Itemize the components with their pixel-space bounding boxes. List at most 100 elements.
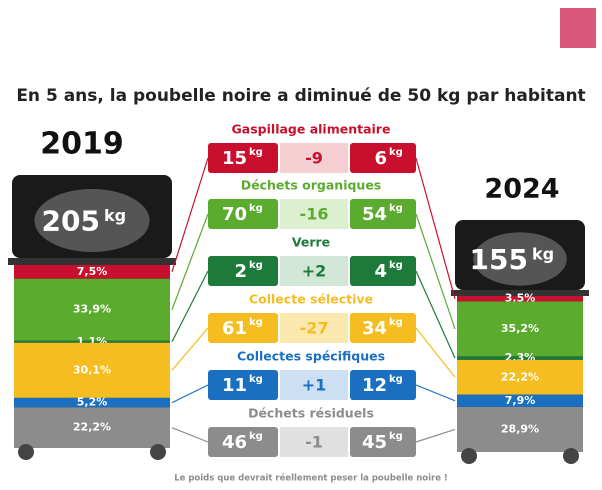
bin-segment: [457, 356, 583, 360]
bag: [473, 232, 567, 286]
before-value: 2: [234, 261, 247, 282]
diff-box: [280, 427, 348, 457]
before-box: [208, 256, 278, 286]
bin-segment: [457, 296, 583, 302]
segment-label: 30,1%: [73, 363, 111, 376]
total-unit: kg: [104, 206, 126, 225]
after-box: [350, 427, 416, 457]
category-name: Collecte sélective: [249, 292, 373, 307]
after-value: 54: [362, 204, 387, 225]
bin-segment: [14, 340, 170, 343]
after-unit: kg: [389, 203, 403, 214]
segment-label: 22,2%: [73, 421, 111, 434]
logo: [560, 8, 596, 48]
after-value: 4: [374, 261, 387, 282]
segment-label: 35,2%: [501, 322, 539, 335]
diff-box: [280, 199, 348, 229]
diff-value: -1: [305, 433, 323, 452]
category-name: Déchets organiques: [241, 178, 382, 193]
before-unit: kg: [249, 147, 263, 158]
bin-rim: [8, 258, 176, 265]
category-name: Verre: [292, 235, 330, 250]
after-unit: kg: [389, 260, 403, 271]
connector: [171, 327, 209, 371]
after-value: 12: [362, 375, 387, 396]
segment-label: 7,9%: [505, 394, 536, 407]
year: 2019: [40, 127, 124, 162]
before-box: [208, 427, 278, 457]
diff-value: -9: [305, 149, 323, 168]
before-value: 70: [222, 204, 247, 225]
diff-box: [280, 256, 348, 286]
bin-rim: [451, 290, 589, 296]
bin-segment: [14, 407, 170, 448]
wheel: [150, 444, 166, 460]
after-box: [350, 199, 416, 229]
before-value: 11: [222, 375, 247, 396]
segment-label: 28,9%: [501, 422, 539, 435]
after-value: 6: [374, 148, 387, 169]
segment-label: 5,2%: [77, 396, 108, 409]
after-unit: kg: [389, 317, 403, 328]
bin-segment: [14, 278, 170, 341]
before-unit: kg: [249, 317, 263, 328]
category-name: Gaspillage alimentaire: [232, 122, 391, 137]
category-name: Déchets résiduels: [248, 406, 374, 421]
after-value: 34: [362, 318, 387, 339]
connector: [171, 270, 209, 343]
bin-segment: [14, 342, 170, 398]
before-box: [208, 199, 278, 229]
connector: [171, 427, 209, 443]
bin-segment: [457, 301, 583, 357]
bin-segment: [14, 397, 170, 408]
total: 155: [470, 243, 528, 276]
wheel: [461, 448, 477, 464]
note: Le poids que devrait réellement peser la…: [174, 473, 448, 484]
connector: [415, 213, 456, 330]
bag: [34, 188, 150, 253]
diff-box: [280, 370, 348, 400]
after-box: [350, 143, 416, 173]
bin-segment: [14, 265, 170, 279]
after-box: [350, 256, 416, 286]
after-box: [350, 370, 416, 400]
connector: [171, 384, 209, 404]
after-unit: kg: [389, 374, 403, 385]
diff-value: +1: [302, 376, 327, 395]
segment-label: 22,2%: [501, 370, 539, 383]
total-unit: kg: [532, 245, 554, 264]
segment-label: 7,5%: [77, 265, 108, 278]
after-box: [350, 313, 416, 343]
before-unit: kg: [249, 431, 263, 442]
before-value: 15: [222, 148, 247, 169]
connector: [415, 157, 456, 299]
connector: [415, 384, 456, 402]
connector: [415, 428, 456, 443]
connector: [171, 213, 209, 310]
connector: [415, 327, 456, 378]
before-unit: kg: [249, 374, 263, 385]
title: En 5 ans, la poubelle noire a diminué de…: [16, 86, 585, 106]
connector: [171, 157, 209, 273]
before-box: [208, 143, 278, 173]
after-unit: kg: [389, 431, 403, 442]
before-box: [208, 370, 278, 400]
wheel: [18, 444, 34, 460]
after-unit: kg: [389, 147, 403, 158]
connector: [415, 270, 456, 359]
diff-value: +2: [302, 262, 327, 281]
diff-value: -16: [300, 205, 329, 224]
bin-segment: [457, 406, 583, 452]
before-unit: kg: [249, 203, 263, 214]
diff-value: -27: [300, 319, 329, 338]
after-value: 45: [362, 432, 387, 453]
diff-box: [280, 313, 348, 343]
diff-box: [280, 143, 348, 173]
year: 2024: [484, 174, 559, 205]
before-value: 61: [222, 318, 247, 339]
wheel: [563, 448, 579, 464]
category-name: Collectes spécifiques: [237, 349, 385, 364]
bin-segment: [457, 359, 583, 395]
before-value: 46: [222, 432, 247, 453]
